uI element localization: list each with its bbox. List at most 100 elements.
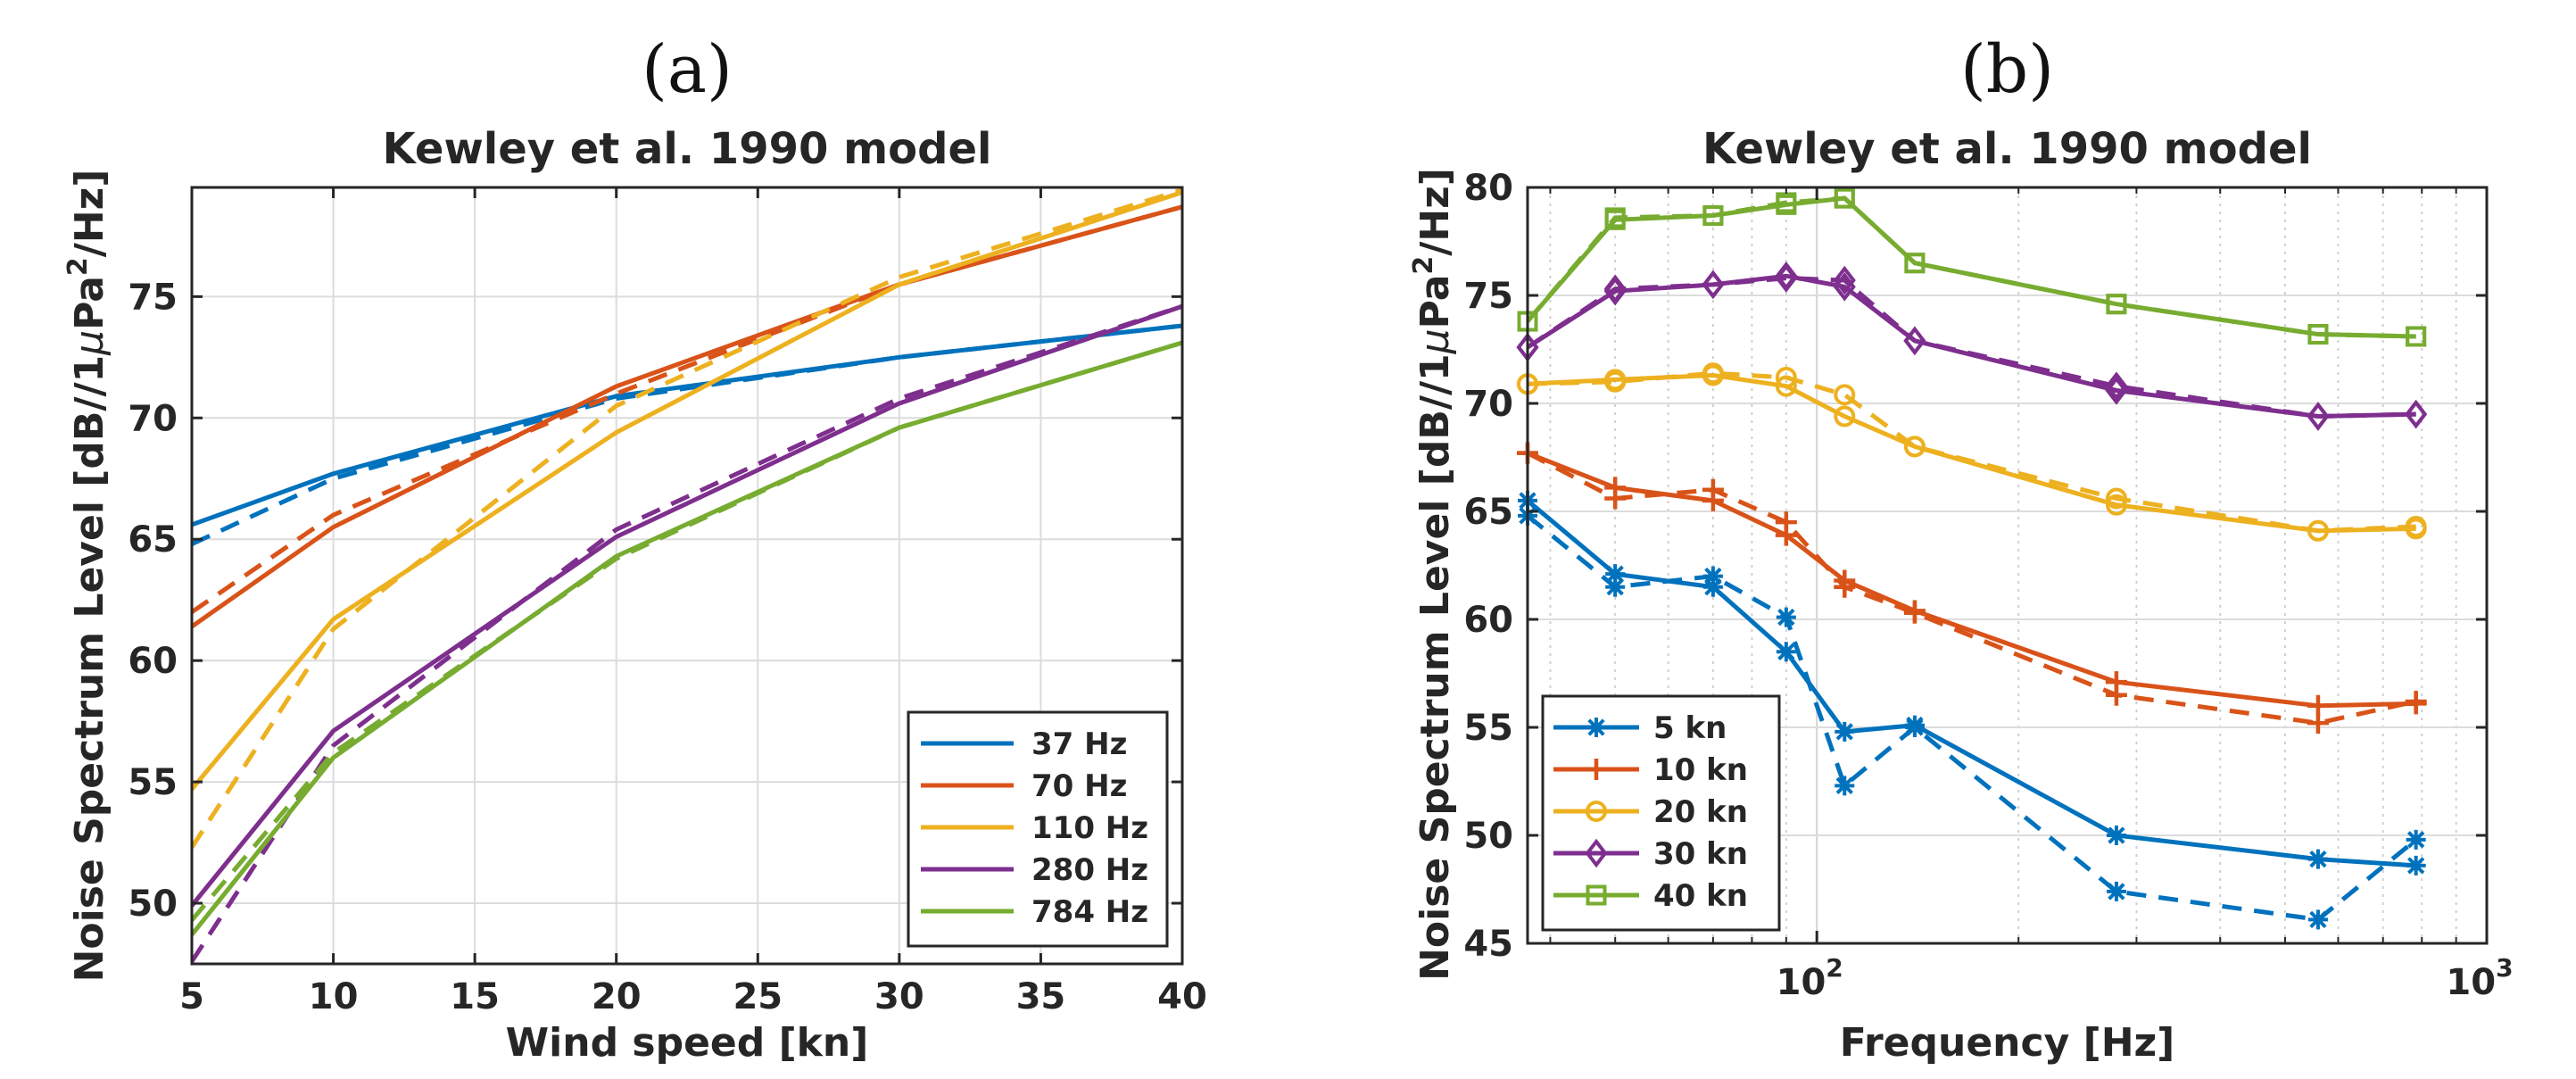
y-axis-label-part: /Hz] (1412, 168, 1458, 256)
data-point (1903, 600, 1926, 622)
y-tick-label: 65 (128, 519, 178, 560)
panel-label-b: (b) (1960, 31, 2054, 108)
series-line-dashed-5-kn (1526, 513, 2418, 923)
y-tick-label: 50 (1463, 816, 1513, 857)
chart-a: (a) Kewley et al. 1990 model 5 10 15 20 25 30 35… (62, 31, 1207, 1066)
y-axis-label-part: 2 (62, 257, 94, 276)
y-axis-label-part: /Hz] (67, 170, 112, 258)
series-line-110-Hz (192, 190, 1182, 791)
data-point-dashed (1605, 577, 1626, 597)
x-tick-label-exp: 2 (1826, 953, 1843, 983)
panel-label-a: (a) (642, 31, 733, 108)
y-tick-label: 65 (1463, 492, 1513, 533)
y-axis-label-part: μ (1412, 328, 1458, 354)
y-tick-label: 80 (1463, 168, 1513, 209)
data-point (1775, 524, 1797, 546)
data-point-dashed (1833, 265, 1856, 295)
legend-marker (1586, 884, 1607, 906)
data-point (2105, 671, 2127, 693)
x-axis-label-b: Frequency [Hz] (1840, 1020, 2175, 1066)
y-tick-label: 60 (1463, 600, 1513, 641)
x-tick-label: 10 (309, 976, 359, 1017)
data-point (1776, 194, 1797, 215)
data-point (1605, 564, 1626, 585)
x-axis-label-a: Wind speed [kn] (506, 1020, 869, 1066)
y-axis-label-part: Noise Spectrum Level [dB//1 (1412, 353, 1458, 981)
data-point-dashed (1835, 776, 1855, 796)
plot-frame-b (1526, 186, 2489, 945)
y-tick-label: 55 (128, 762, 178, 803)
data-point (1834, 405, 1856, 427)
data-point (1702, 364, 1724, 386)
data-point (1604, 477, 1627, 499)
data-point-dashed (1834, 384, 1856, 406)
series-line-dashed-37-Hz (192, 323, 1182, 546)
x-tick-label: 40 (1157, 976, 1207, 1017)
legend-item: 70 Hz (1031, 768, 1127, 804)
data-point-dashed (2106, 881, 2126, 901)
x-tick-label: 102 (1777, 953, 1843, 1003)
legend-item: 280 Hz (1031, 852, 1148, 888)
x-tick-label-base: 10 (1777, 962, 1826, 1003)
data-point (2307, 849, 2328, 869)
legend-a: 37 Hz 70 Hz 110 Hz 280 Hz 784 Hz (907, 710, 1169, 948)
chart-title-b: Kewley et al. 1990 model (1702, 124, 2312, 174)
y-axis-label-b: Noise Spectrum Level [dB//1μPa2/Hz] (1408, 168, 1458, 981)
grid-a (192, 187, 1182, 964)
data-point (1835, 721, 1855, 742)
data-point (2106, 294, 2127, 315)
legend-marker (1585, 838, 1608, 868)
data-point (1834, 569, 1856, 592)
y-axis-label-a: Noise Spectrum Level [dB//1μPa2/Hz] (62, 170, 112, 983)
data-point (2307, 402, 2330, 431)
y-axis-label-part: Pa (1412, 275, 1458, 329)
y-tick-label: 50 (128, 884, 178, 925)
y-tick-label: 70 (128, 398, 178, 439)
y-tick-label: 45 (1463, 924, 1513, 965)
data-point (1904, 715, 1925, 735)
data-point-dashed (1776, 607, 1796, 627)
y-tick-label: 75 (1463, 276, 1513, 317)
data-point (1833, 272, 1856, 302)
legend-item: 30 kn (1653, 836, 1748, 872)
chart-title-a: Kewley et al. 1990 model (383, 124, 992, 174)
data-point (1775, 375, 1797, 397)
legend-item: 37 Hz (1031, 726, 1127, 762)
data-point-dashed (2105, 371, 2128, 401)
legend-item: 5 kn (1653, 710, 1727, 746)
data-point (2405, 518, 2427, 540)
y-tick-label: 60 (128, 641, 178, 682)
data-point (1702, 489, 1724, 511)
series-line-280-Hz (192, 303, 1182, 908)
x-tick-label: 20 (592, 976, 642, 1017)
data-point-dashed (1702, 566, 1723, 586)
x-tick-label: 103 (2446, 953, 2513, 1003)
data-point (1603, 276, 1627, 306)
data-point (1904, 253, 1926, 274)
data-point-dashed (2307, 909, 2328, 930)
data-point-dashed (2105, 487, 2127, 510)
data-point (2307, 519, 2329, 542)
data-point-dashed (2406, 829, 2426, 850)
y-axis-label-part: 2 (1408, 256, 1439, 275)
data-point (1702, 270, 1725, 300)
series-line-70-Hz (192, 204, 1182, 629)
y-axis-label-part: Noise Spectrum Level [dB//1 (67, 355, 112, 983)
series-line-20-kn (1527, 373, 2416, 534)
legend-marker (1586, 801, 1607, 822)
legend-item: 10 kn (1653, 752, 1748, 788)
data-point-dashed (1775, 366, 1797, 388)
data-point (1903, 436, 1926, 458)
x-tick-label: 25 (733, 976, 783, 1017)
x-tick-label: 15 (450, 976, 500, 1017)
y-tick-label: 70 (1463, 384, 1513, 425)
data-point (1604, 209, 1626, 230)
legend-marker (1586, 718, 1606, 737)
data-point (1903, 326, 1926, 356)
data-point (2405, 399, 2428, 429)
series-group-a (192, 187, 1182, 963)
y-tick-label: 55 (1463, 708, 1513, 749)
y-axis-label-part: Pa (67, 276, 112, 330)
